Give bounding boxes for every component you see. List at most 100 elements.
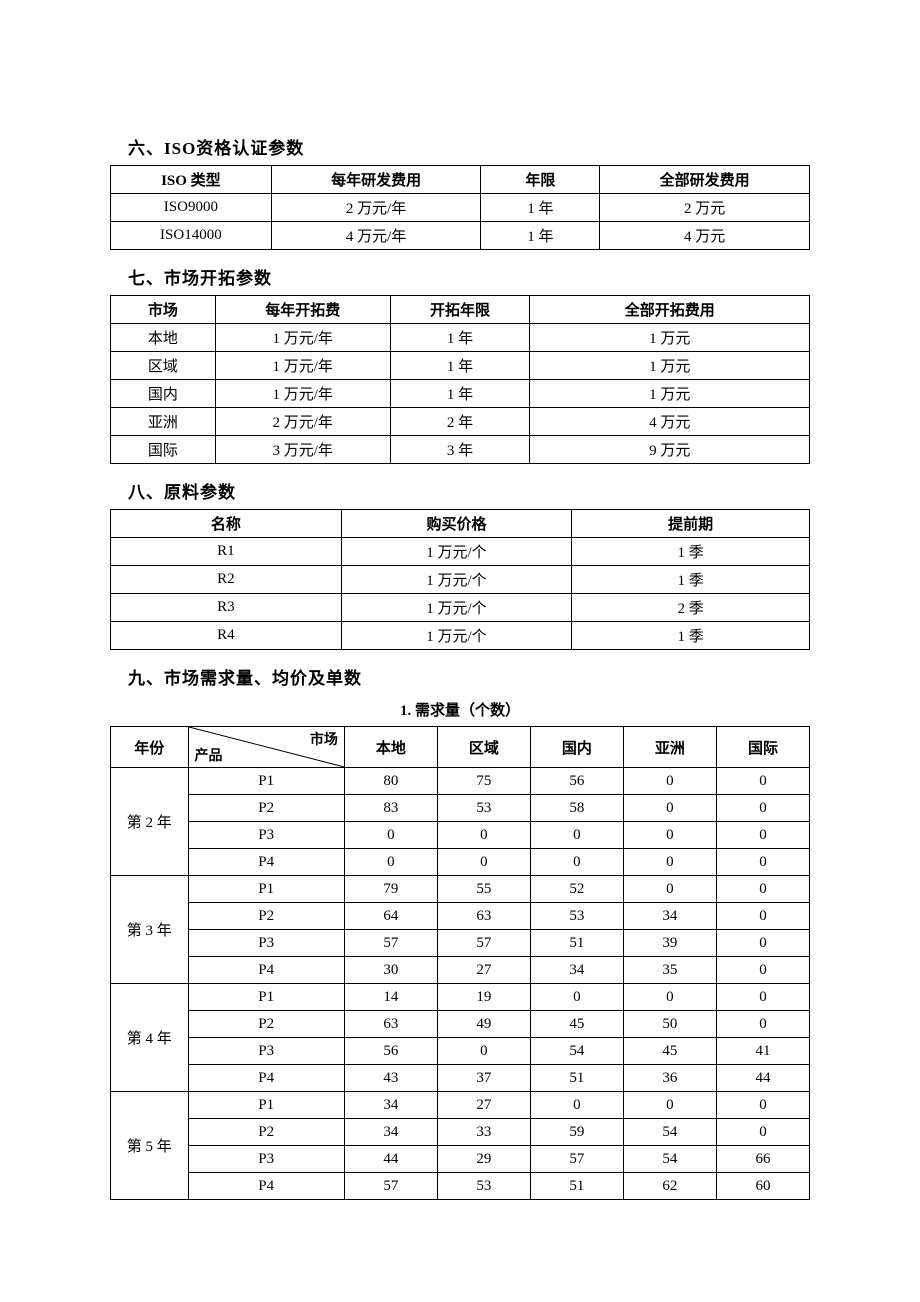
demand-cell: 0 [437,822,530,849]
demand-row: P45753516260 [111,1173,810,1200]
md-row: 区域1 万元/年1 年1 万元 [111,352,810,380]
demand-cell: 37 [437,1065,530,1092]
demand-cell: 60 [716,1173,809,1200]
iso-th-0: ISO 类型 [111,166,272,194]
demand-cell: P3 [188,1038,344,1065]
demand-cell: 0 [716,876,809,903]
mat-cell: 2 季 [572,594,810,622]
demand-cell: 80 [344,768,437,795]
demand-cell: P3 [188,930,344,957]
mat-cell: 1 万元/个 [341,594,572,622]
demand-cell: 51 [530,930,623,957]
demand-cell: 75 [437,768,530,795]
md-cell: 3 年 [390,436,530,464]
demand-cell: 54 [623,1146,716,1173]
iso-table: ISO 类型 每年研发费用 年限 全部研发费用 ISO90002 万元/年1 年… [110,165,810,250]
md-row: 亚洲2 万元/年2 年4 万元 [111,408,810,436]
section9-title: 九、市场需求量、均价及单数 [128,664,810,689]
mat-cell: 1 万元/个 [341,538,572,566]
demand-cell: P2 [188,795,344,822]
demand-cell: 0 [437,849,530,876]
iso-row: ISO90002 万元/年1 年2 万元 [111,194,810,222]
demand-cell: 57 [530,1146,623,1173]
demand-cell: 49 [437,1011,530,1038]
mat-th-2: 提前期 [572,510,810,538]
md-th-3: 全部开拓费用 [530,296,810,324]
demand-cell: 34 [344,1092,437,1119]
md-cell: 1 年 [390,352,530,380]
demand-cell: P1 [188,768,344,795]
md-th-1: 每年开拓费 [215,296,390,324]
mat-row: R11 万元/个1 季 [111,538,810,566]
mat-row: R41 万元/个1 季 [111,622,810,650]
iso-cell: 4 万元 [600,222,810,250]
demand-cell: 29 [437,1146,530,1173]
demand-cell: 54 [530,1038,623,1065]
demand-th-diag: 市场 产品 [188,727,344,768]
demand-cell: 0 [716,768,809,795]
md-cell: 2 万元/年 [215,408,390,436]
mat-row: R31 万元/个2 季 [111,594,810,622]
demand-cell: 53 [437,795,530,822]
demand-cell: 34 [344,1119,437,1146]
demand-cell: 0 [437,1038,530,1065]
demand-cell: 57 [437,930,530,957]
demand-cell: P4 [188,849,344,876]
mat-cell: R4 [111,622,342,650]
demand-row: P3560544541 [111,1038,810,1065]
demand-cell: 63 [344,1011,437,1038]
demand-cell: P3 [188,822,344,849]
demand-cell: 0 [623,768,716,795]
mat-th-0: 名称 [111,510,342,538]
demand-row: P2343359540 [111,1119,810,1146]
mat-th-1: 购买价格 [341,510,572,538]
demand-year-cell: 第 5 年 [111,1092,189,1200]
demand-th-m4: 国际 [716,727,809,768]
demand-cell: 0 [344,849,437,876]
md-cell: 1 万元/年 [215,352,390,380]
md-cell: 本地 [111,324,216,352]
iso-cell: 2 万元 [600,194,810,222]
iso-cell: 1 年 [481,222,600,250]
demand-cell: 62 [623,1173,716,1200]
demand-cell: 0 [530,984,623,1011]
demand-cell: 35 [623,957,716,984]
demand-th-m0: 本地 [344,727,437,768]
demand-cell: 0 [716,1092,809,1119]
demand-subtitle: 1. 需求量（个数） [110,699,810,720]
mat-row: R21 万元/个1 季 [111,566,810,594]
md-cell: 1 年 [390,324,530,352]
demand-row: P34429575466 [111,1146,810,1173]
mat-cell: 1 季 [572,538,810,566]
demand-year-cell: 第 4 年 [111,984,189,1092]
demand-cell: 33 [437,1119,530,1146]
demand-cell: 51 [530,1173,623,1200]
material-table: 名称 购买价格 提前期 R11 万元/个1 季R21 万元/个1 季R31 万元… [110,509,810,650]
demand-cell: 0 [716,984,809,1011]
mat-cell: 1 万元/个 [341,622,572,650]
demand-cell: 64 [344,903,437,930]
demand-row: P300000 [111,822,810,849]
demand-cell: 27 [437,957,530,984]
mat-cell: R3 [111,594,342,622]
demand-th-year: 年份 [111,727,189,768]
demand-row: 第 2 年P180755600 [111,768,810,795]
demand-cell: 41 [716,1038,809,1065]
demand-cell: 0 [716,822,809,849]
iso-cell: ISO14000 [111,222,272,250]
demand-cell: 0 [623,1092,716,1119]
demand-row: P283535800 [111,795,810,822]
demand-cell: 0 [530,822,623,849]
demand-cell: 0 [344,822,437,849]
demand-cell: 0 [623,984,716,1011]
demand-table: 年份 市场 产品 本地 区域 国内 亚洲 国际 第 2 年P180755600P… [110,726,810,1200]
demand-cell: P1 [188,876,344,903]
md-th-0: 市场 [111,296,216,324]
demand-cell: P2 [188,1011,344,1038]
diag-bot-label: 产品 [195,745,223,765]
iso-row: ISO140004 万元/年1 年4 万元 [111,222,810,250]
md-cell: 2 年 [390,408,530,436]
demand-cell: P1 [188,1092,344,1119]
md-th-2: 开拓年限 [390,296,530,324]
demand-row: P2634945500 [111,1011,810,1038]
